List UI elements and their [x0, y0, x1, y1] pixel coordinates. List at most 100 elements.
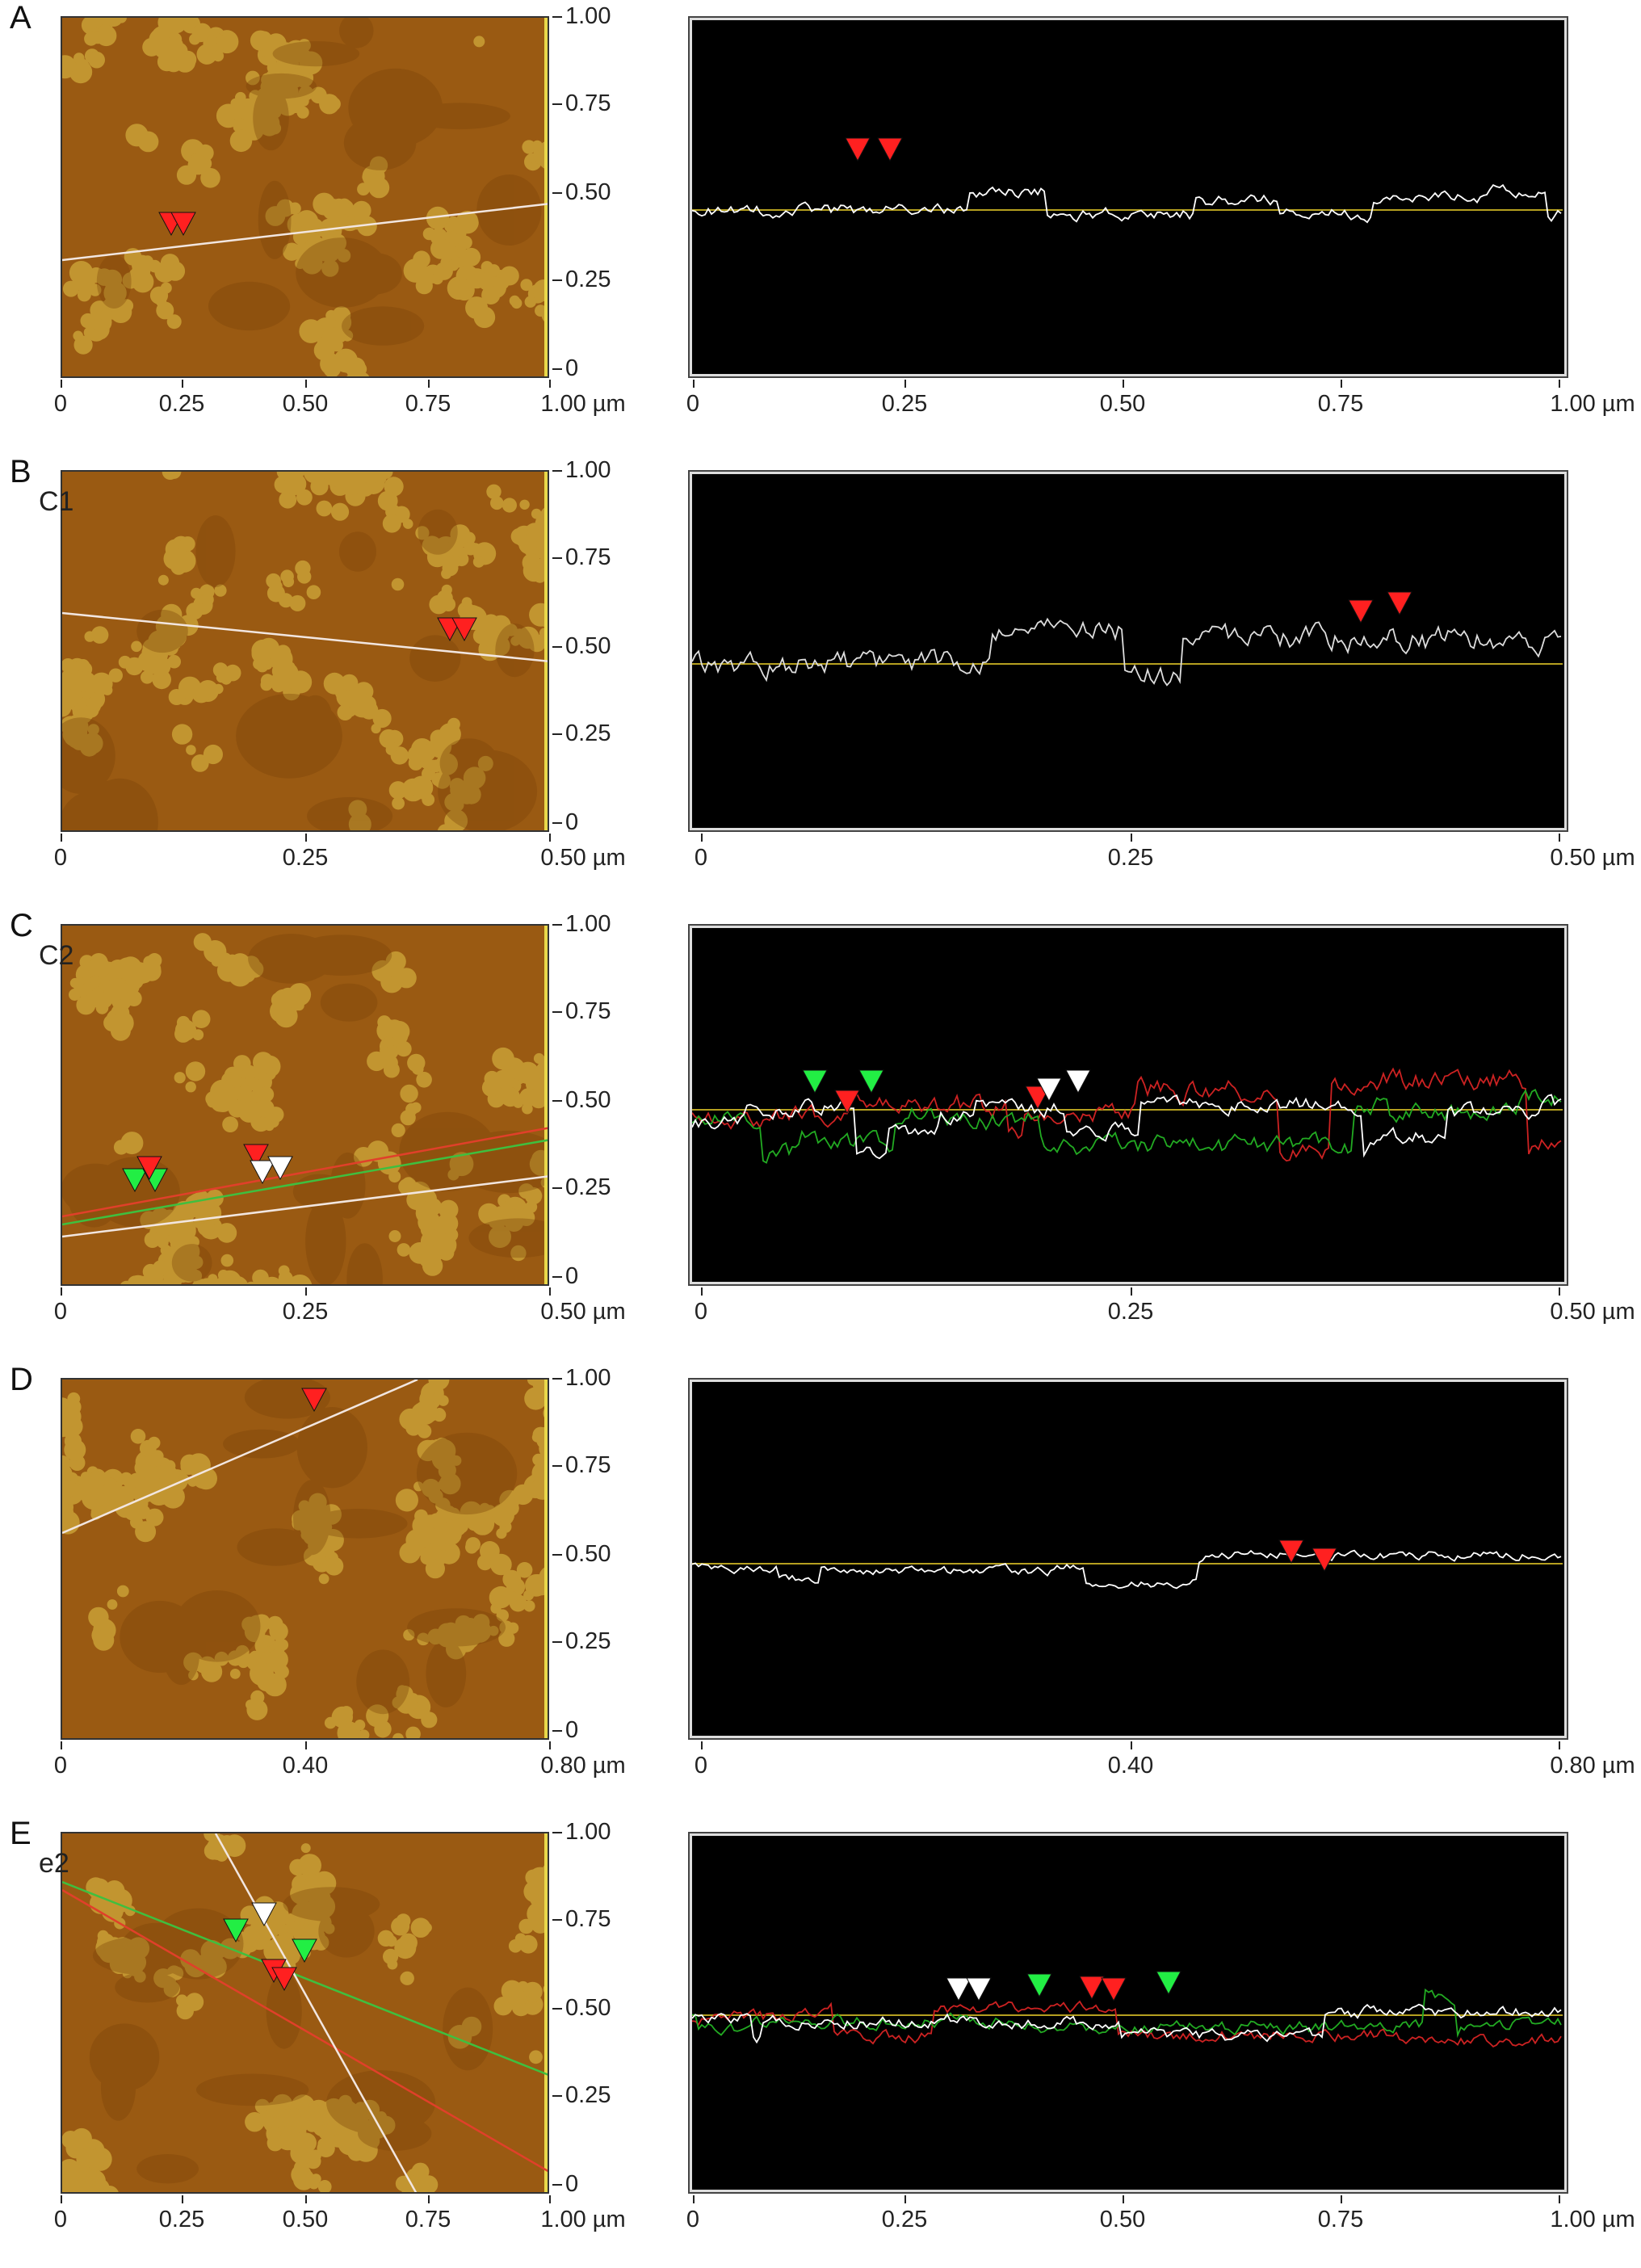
afm-x-tick-label: 0.75: [405, 2207, 451, 2232]
afm-x-tick-label: 1.00 µm: [540, 2207, 626, 2232]
afm-inset-label: C1: [39, 486, 74, 517]
x-tick-mark: [182, 380, 183, 388]
profile-trace: [692, 1089, 1562, 1164]
afm-y-tick-label: 0: [565, 2171, 579, 2197]
height-profile-plot: [688, 924, 1568, 1286]
y-tick-mark: [552, 924, 562, 926]
scan-line: [62, 1380, 418, 1535]
afm-x-tick-label: 0.80 µm: [540, 1753, 626, 1779]
profile-x-tick-label: 0.50 µm: [1550, 845, 1635, 871]
y-tick-mark: [552, 557, 562, 559]
colorbar-strip: [544, 1380, 548, 1738]
profile-x-tick-label: 0.75: [1317, 2207, 1364, 2232]
x-tick-mark: [904, 2195, 906, 2203]
afm-x-tick-label: 1.00 µm: [540, 391, 626, 417]
afm-surface-features: [62, 472, 548, 830]
y-tick-mark: [552, 1919, 562, 1921]
afm-x-tick-label: 0.50: [282, 391, 329, 417]
profile-cursor-marker: [1278, 1539, 1304, 1564]
x-tick-mark: [61, 834, 62, 842]
profile-x-tick-label: 0.80 µm: [1550, 1753, 1635, 1779]
afm-inset-label: e2: [39, 1848, 69, 1879]
panel-letter: A: [10, 0, 31, 36]
afm-height-image: [61, 1832, 549, 2194]
profile-cursor-marker: [858, 1069, 884, 1094]
x-tick-mark: [1123, 2195, 1124, 2203]
profile-x-tick-label: 0.25: [881, 2207, 928, 2232]
x-tick-mark: [701, 1741, 703, 1749]
profile-cursor-marker: [966, 1977, 992, 2002]
x-tick-mark: [1559, 1287, 1560, 1296]
afm-height-image: [61, 16, 549, 378]
panel-letter: D: [10, 1362, 33, 1397]
afm-x-tick-label: 0: [53, 2207, 68, 2232]
y-tick-mark: [552, 279, 562, 281]
y-tick-mark: [552, 733, 562, 735]
afm-y-tick-label: 0.25: [565, 1628, 611, 1654]
afm-y-tick-label: 0.25: [565, 267, 611, 292]
y-tick-mark: [552, 103, 562, 105]
y-tick-mark: [552, 1100, 562, 1102]
afm-y-tick-label: 0.50: [565, 1995, 611, 2021]
afm-x-tick-label: 0.40: [282, 1753, 329, 1779]
colorbar-strip: [544, 18, 548, 376]
afm-y-tick-label: 0.50: [565, 1087, 611, 1113]
afm-y-tick-label: 0: [565, 1717, 579, 1743]
x-tick-mark: [1559, 834, 1560, 842]
profile-x-tick-label: 1.00 µm: [1550, 2207, 1635, 2232]
scan-line: [62, 1888, 548, 2173]
x-tick-mark: [61, 1287, 62, 1296]
profile-cursor-marker: [834, 1090, 860, 1115]
profile-cursor-marker: [1312, 1548, 1337, 1573]
profile-cursor-marker: [1036, 1077, 1062, 1102]
afm-y-tick-label: 0: [565, 1263, 579, 1289]
x-tick-mark: [1123, 380, 1124, 388]
scan-line: [62, 611, 548, 662]
afm-surface-features: [62, 18, 548, 376]
cursor-marker: [292, 1938, 317, 1964]
profile-cursor-marker: [845, 137, 871, 162]
x-tick-mark: [1559, 380, 1560, 388]
scan-line: [62, 1127, 548, 1218]
x-tick-mark: [1131, 1287, 1132, 1296]
afm-height-image: [61, 924, 549, 1286]
height-profile-plot: [688, 16, 1568, 378]
cursor-marker: [251, 1902, 277, 1927]
afm-x-tick-label: 0: [53, 1753, 68, 1779]
cursor-marker: [223, 1918, 249, 1943]
x-tick-mark: [1131, 1741, 1132, 1749]
profile-x-tick-label: 0.50: [1099, 391, 1146, 417]
profile-cursor-marker: [1079, 1976, 1105, 2001]
afm-y-tick-label: 0.75: [565, 1452, 611, 1478]
afm-y-tick-label: 0: [565, 355, 579, 381]
x-tick-mark: [1341, 380, 1342, 388]
x-tick-mark: [701, 834, 703, 842]
profile-cursor-marker: [1026, 1973, 1052, 1998]
x-tick-mark: [305, 380, 307, 388]
height-profile-plot: [688, 470, 1568, 832]
panel-letter: E: [10, 1816, 31, 1851]
x-tick-mark: [305, 834, 307, 842]
x-tick-mark: [1559, 2195, 1560, 2203]
afm-y-tick-label: 0.25: [565, 720, 611, 746]
profile-x-tick-label: 0: [686, 391, 700, 417]
afm-surface-features: [62, 1380, 548, 1738]
afm-x-tick-label: 0: [53, 1299, 68, 1325]
afm-y-tick-label: 0.75: [565, 1906, 611, 1932]
scan-line: [62, 1139, 548, 1226]
y-tick-mark: [552, 192, 562, 194]
profile-cursor-marker: [1156, 1971, 1181, 1996]
y-tick-mark: [552, 2008, 562, 2010]
y-tick-mark: [552, 1730, 562, 1732]
x-tick-mark: [305, 1741, 307, 1749]
profile-trace: [692, 1549, 1562, 1590]
x-tick-mark: [182, 2195, 183, 2203]
afm-y-tick-label: 0.75: [565, 544, 611, 570]
afm-x-tick-label: 0.50 µm: [540, 1299, 626, 1325]
x-tick-mark: [61, 2195, 62, 2203]
afm-y-tick-label: 0: [565, 809, 579, 835]
afm-y-tick-label: 1.00: [565, 457, 611, 483]
afm-y-tick-label: 1.00: [565, 911, 611, 937]
y-tick-mark: [552, 1378, 562, 1380]
profile-cursor-marker: [1101, 1977, 1127, 2002]
